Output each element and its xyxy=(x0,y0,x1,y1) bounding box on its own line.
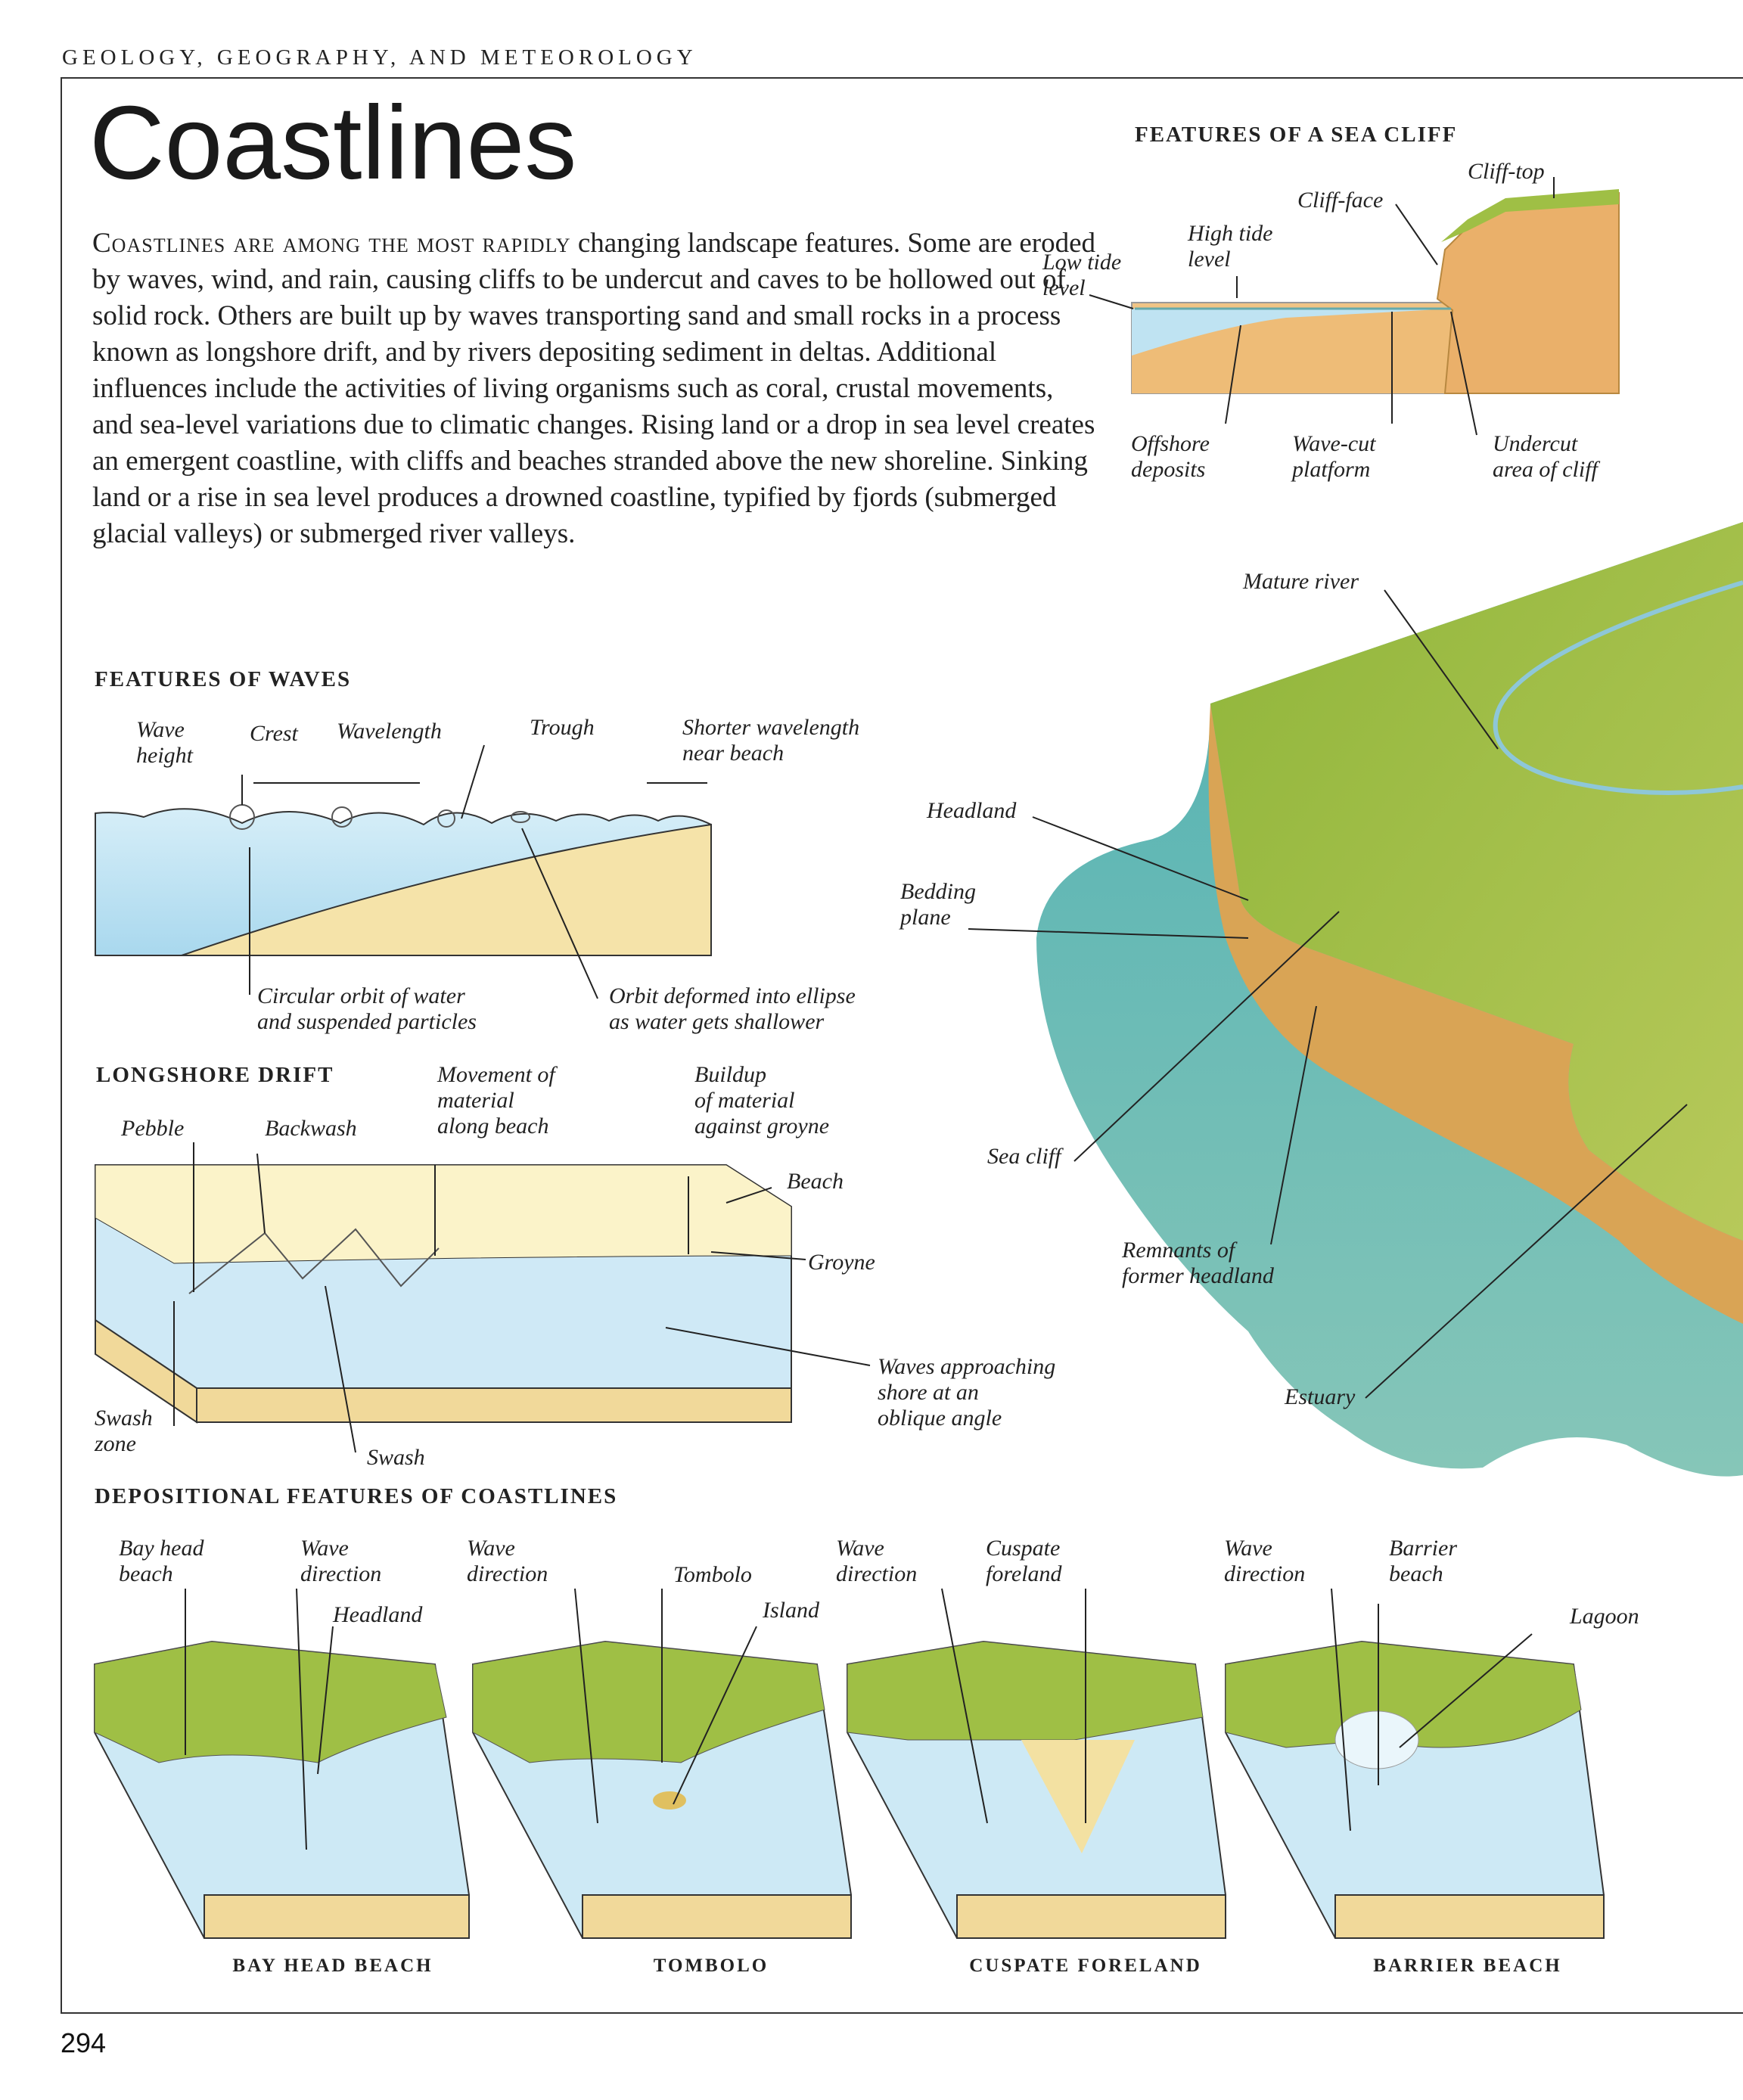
label-circular-orbit: Circular orbit of water and suspended pa… xyxy=(257,983,477,1034)
label-cuspate-foreland: Cuspate foreland xyxy=(986,1536,1062,1586)
frame-top-rule xyxy=(61,77,1743,79)
caption-cuspate-foreland: CUSPATE FORELAND xyxy=(969,1956,1202,1976)
label-island: Island xyxy=(763,1598,819,1623)
label-headland: Headland xyxy=(927,798,1017,823)
label-tombolo: Tombolo xyxy=(673,1562,752,1587)
caption-tombolo: TOMBOLO xyxy=(653,1956,769,1976)
label-high-tide: High tide level xyxy=(1188,221,1273,272)
label-beach: Beach xyxy=(787,1169,844,1194)
leader-lines xyxy=(173,177,1688,1850)
label-undercut-cliff: Undercut area of cliff xyxy=(1493,431,1598,482)
page-title: Coastlines xyxy=(89,85,577,201)
label-waves-approaching: Waves approaching shore at an oblique an… xyxy=(878,1354,1056,1431)
waves-heading: FEATURES OF WAVES xyxy=(95,667,352,691)
depositional-blocks xyxy=(94,1640,1605,1939)
label-wave-direction-3: Wave direction xyxy=(836,1536,918,1586)
caption-barrier-beach: BARRIER BEACH xyxy=(1373,1956,1562,1976)
frame-left-rule xyxy=(61,77,62,2012)
label-remnants: Remnants of former headland xyxy=(1122,1238,1274,1288)
sea-cliff-diagram xyxy=(1131,189,1620,394)
intro-lead: Coastlines are among the most rapidly xyxy=(92,228,571,259)
label-groyne: Groyne xyxy=(808,1250,875,1275)
zigzag-path xyxy=(188,1228,440,1294)
depositional-heading: DEPOSITIONAL FEATURES OF COASTLINES xyxy=(95,1484,618,1508)
label-wave-direction-4: Wave direction xyxy=(1224,1536,1306,1586)
label-mature-river: Mature river xyxy=(1243,569,1359,594)
label-low-tide: Low tide level xyxy=(1042,250,1122,300)
label-orbit-ellipse: Orbit deformed into ellipse as water get… xyxy=(609,983,856,1034)
label-bedding-plane: Bedding plane xyxy=(900,879,976,930)
frame-bottom-rule xyxy=(61,2012,1743,2014)
intro-body: changing landscape features. Some are er… xyxy=(92,228,1096,549)
cliff-strata xyxy=(1208,704,1743,1324)
label-swash-zone: Swash zone xyxy=(95,1406,153,1456)
landscape-illustration xyxy=(1036,522,1743,1477)
label-crest: Crest xyxy=(250,721,298,746)
drift-diagram xyxy=(95,1164,792,1424)
label-shorter-wavelength: Shorter wavelength near beach xyxy=(682,715,860,766)
label-offshore-deposits: Offshore deposits xyxy=(1131,431,1210,482)
drift-beach xyxy=(95,1164,792,1264)
label-backwash: Backwash xyxy=(265,1116,357,1141)
label-trough: Trough xyxy=(530,715,595,740)
cliff-seabed xyxy=(1132,309,1452,393)
label-wave-direction-2: Wave direction xyxy=(467,1536,548,1586)
label-lagoon: Lagoon xyxy=(1570,1604,1639,1629)
tombolo-block xyxy=(472,1640,852,1939)
label-swash: Swash xyxy=(367,1445,425,1470)
running-head: GEOLOGY, GEOGRAPHY, AND METEOROLOGY xyxy=(62,45,698,70)
label-wave-cut-platform: Wave-cut platform xyxy=(1292,431,1376,482)
label-wave-direction-1: Wave direction xyxy=(300,1536,382,1586)
label-wave-height: Wave height xyxy=(136,717,193,768)
cuspate-block xyxy=(847,1640,1226,1939)
label-movement-of-material: Movement of material along beach xyxy=(437,1062,555,1139)
label-barrier-beach: Barrier beach xyxy=(1389,1536,1457,1586)
sea-cliff-heading: FEATURES OF A SEA CLIFF xyxy=(1135,123,1458,147)
label-sea-cliff: Sea cliff xyxy=(987,1144,1061,1169)
intro-paragraph: Coastlines are among the most rapidly ch… xyxy=(92,225,1098,552)
label-headland-small: Headland xyxy=(333,1602,423,1627)
label-cliff-face: Cliff-face xyxy=(1297,188,1384,213)
wave-seabed xyxy=(181,823,712,956)
waves-diagram xyxy=(95,804,712,956)
label-cliff-top: Cliff-top xyxy=(1468,159,1545,184)
label-buildup-groyne: Buildup of material against groyne xyxy=(694,1062,830,1139)
mature-river-line xyxy=(1493,580,1743,795)
barrier-block xyxy=(1225,1640,1605,1939)
plateau-top xyxy=(1210,522,1743,1241)
bay-head-block xyxy=(94,1640,470,1939)
label-estuary: Estuary xyxy=(1285,1384,1356,1409)
label-pebble: Pebble xyxy=(121,1116,185,1141)
label-bay-head-beach: Bay head beach xyxy=(119,1536,204,1586)
page-number: 294 xyxy=(61,2027,107,2058)
caption-bay-head-beach: BAY HEAD BEACH xyxy=(232,1956,433,1976)
cliff-grass xyxy=(1441,189,1619,242)
label-wavelength: Wavelength xyxy=(337,719,442,744)
drift-base xyxy=(95,1319,792,1424)
drift-heading: LONGSHORE DRIFT xyxy=(96,1063,334,1087)
